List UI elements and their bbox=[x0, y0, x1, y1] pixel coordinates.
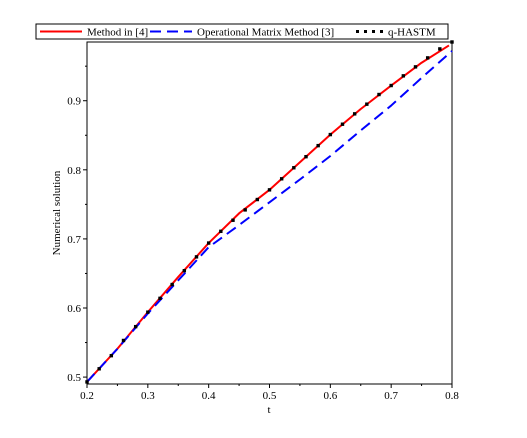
x-tick-label: 0.8 bbox=[445, 390, 459, 402]
legend-label-qhastm: q-HASTM bbox=[388, 27, 436, 39]
point-q-hastm bbox=[194, 255, 199, 259]
legend-label-method4: Method in [4] bbox=[87, 27, 148, 39]
y-tick-label: 0.8 bbox=[67, 165, 81, 177]
y-tick-label: 0.7 bbox=[67, 234, 81, 246]
point-q-hastm bbox=[182, 268, 187, 273]
point-q-hastm bbox=[340, 122, 345, 126]
point-q-hastm bbox=[425, 56, 430, 60]
legend-swatch-qhastm bbox=[356, 30, 383, 33]
point-q-hastm bbox=[377, 92, 381, 97]
point-q-hastm bbox=[389, 83, 393, 88]
point-q-hastm bbox=[97, 367, 101, 371]
legend-label-operational: Operational Matrix Method [3] bbox=[197, 27, 334, 39]
x-tick-label: 0.3 bbox=[141, 390, 155, 402]
point-q-hastm bbox=[206, 241, 211, 245]
point-q-hastm bbox=[401, 74, 406, 78]
point-q-hastm bbox=[267, 188, 272, 192]
point-q-hastm bbox=[170, 282, 174, 287]
y-tick-label: 0.9 bbox=[67, 96, 81, 108]
x-axis-label: t bbox=[267, 404, 270, 416]
point-q-hastm bbox=[146, 310, 150, 314]
y-axis-label: Numerical solution bbox=[51, 170, 63, 255]
point-q-hastm bbox=[121, 338, 126, 343]
point-q-hastm bbox=[352, 112, 357, 116]
x-tick-label: 0.7 bbox=[384, 390, 398, 402]
point-q-hastm bbox=[413, 65, 418, 69]
point-q-hastm bbox=[255, 197, 260, 202]
point-q-hastm bbox=[304, 154, 308, 159]
point-q-hastm bbox=[85, 380, 89, 384]
series-layer bbox=[85, 40, 454, 384]
legend-box bbox=[35, 23, 449, 40]
point-q-hastm bbox=[316, 143, 320, 148]
y-tick-label: 0.5 bbox=[67, 372, 81, 384]
point-q-hastm bbox=[292, 166, 296, 170]
point-q-hastm bbox=[365, 102, 369, 106]
point-q-hastm bbox=[279, 177, 284, 181]
point-q-hastm bbox=[450, 40, 454, 44]
point-q-hastm bbox=[328, 132, 333, 137]
x-axis: 0.2 0.3 0.4 0.5 0.6 0.7 0.8 bbox=[80, 384, 459, 402]
y-tick-label: 0.6 bbox=[67, 303, 81, 315]
legend: Method in [4] Operational Matrix Method … bbox=[35, 23, 449, 40]
point-q-hastm bbox=[109, 353, 114, 358]
x-tick-label: 0.6 bbox=[323, 390, 337, 402]
point-q-hastm bbox=[231, 218, 235, 222]
point-q-hastm bbox=[133, 324, 138, 329]
x-tick-label: 0.5 bbox=[263, 390, 277, 402]
y-axis: 0.5 0.6 0.7 0.8 0.9 bbox=[67, 65, 87, 384]
point-q-hastm bbox=[158, 296, 162, 301]
series-q-hastm bbox=[85, 40, 454, 384]
point-q-hastm bbox=[219, 229, 223, 234]
plot-area bbox=[86, 41, 453, 385]
x-tick-label: 0.2 bbox=[80, 390, 94, 402]
point-q-hastm bbox=[243, 208, 247, 212]
x-tick-label: 0.4 bbox=[202, 390, 216, 402]
point-q-hastm bbox=[438, 47, 442, 51]
